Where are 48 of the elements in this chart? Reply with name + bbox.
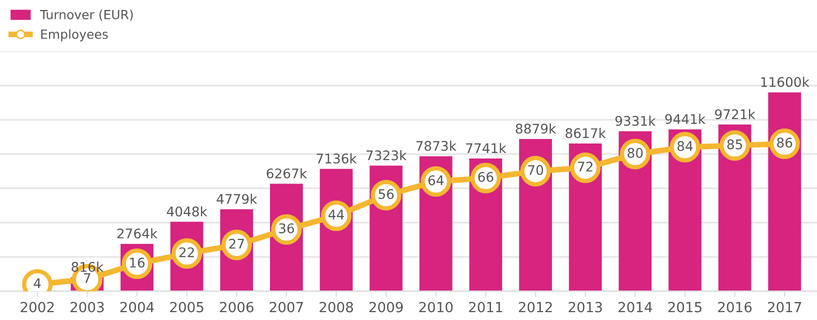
x-tick-label: 2013 — [568, 302, 602, 312]
data-label: 4779k — [216, 194, 258, 204]
x-tick-label: 2014 — [618, 302, 652, 312]
data-label: 85 — [727, 139, 742, 150]
data-label: 9721k — [715, 109, 756, 120]
data-label: 22 — [179, 247, 194, 258]
x-tick-label: 2010 — [419, 302, 453, 312]
x-tick-label: 2003 — [70, 302, 104, 312]
data-label: 7136k — [316, 153, 357, 164]
data-label: 8617k — [566, 128, 606, 138]
data-label: 2764k — [117, 228, 158, 238]
data-label: 9441k — [665, 114, 706, 124]
data-label: 72 — [578, 162, 592, 172]
data-label: 66 — [478, 172, 494, 182]
data-label: 11600k — [761, 76, 810, 88]
data-label: 44 — [328, 210, 344, 220]
x-tick-label: 2008 — [320, 302, 353, 312]
x-tick-label: 2009 — [369, 302, 403, 312]
data-label: 70 — [528, 165, 544, 176]
data-label: 56 — [378, 189, 394, 200]
x-tick-label: 2007 — [270, 302, 303, 312]
x-tick-label: 2011 — [469, 302, 502, 312]
data-label: 7323k — [366, 150, 407, 160]
x-tick-label: 2017 — [768, 302, 802, 312]
data-label: 36 — [279, 223, 294, 234]
data-label: 27 — [229, 238, 244, 249]
data-label: 9331k — [615, 116, 656, 126]
data-label: 7741k — [466, 142, 506, 153]
data-label: 7 — [84, 273, 90, 283]
x-tick-label: 2015 — [668, 302, 702, 312]
data-label: 4048k — [166, 206, 208, 216]
data-label: 8879k — [516, 123, 556, 134]
data-label: 80 — [628, 148, 643, 158]
data-label: 4 — [34, 278, 41, 288]
legend-label: Employees — [41, 29, 108, 42]
x-tick-label: 2005 — [170, 302, 204, 312]
legend-label: Turnover (EUR) — [40, 10, 133, 21]
x-tick-label: 2016 — [718, 302, 752, 312]
data-label: 6267k — [266, 168, 308, 178]
data-label: 64 — [428, 175, 444, 186]
data-label: 86 — [777, 138, 792, 148]
data-label: 84 — [677, 141, 693, 152]
x-tick-label: 2004 — [120, 302, 154, 312]
x-tick-label: 2012 — [518, 302, 552, 312]
x-tick-label: 2006 — [220, 302, 254, 312]
data-label: 7873k — [416, 140, 456, 151]
x-tick-label: 2002 — [20, 302, 54, 312]
data-label: 16 — [130, 258, 145, 268]
